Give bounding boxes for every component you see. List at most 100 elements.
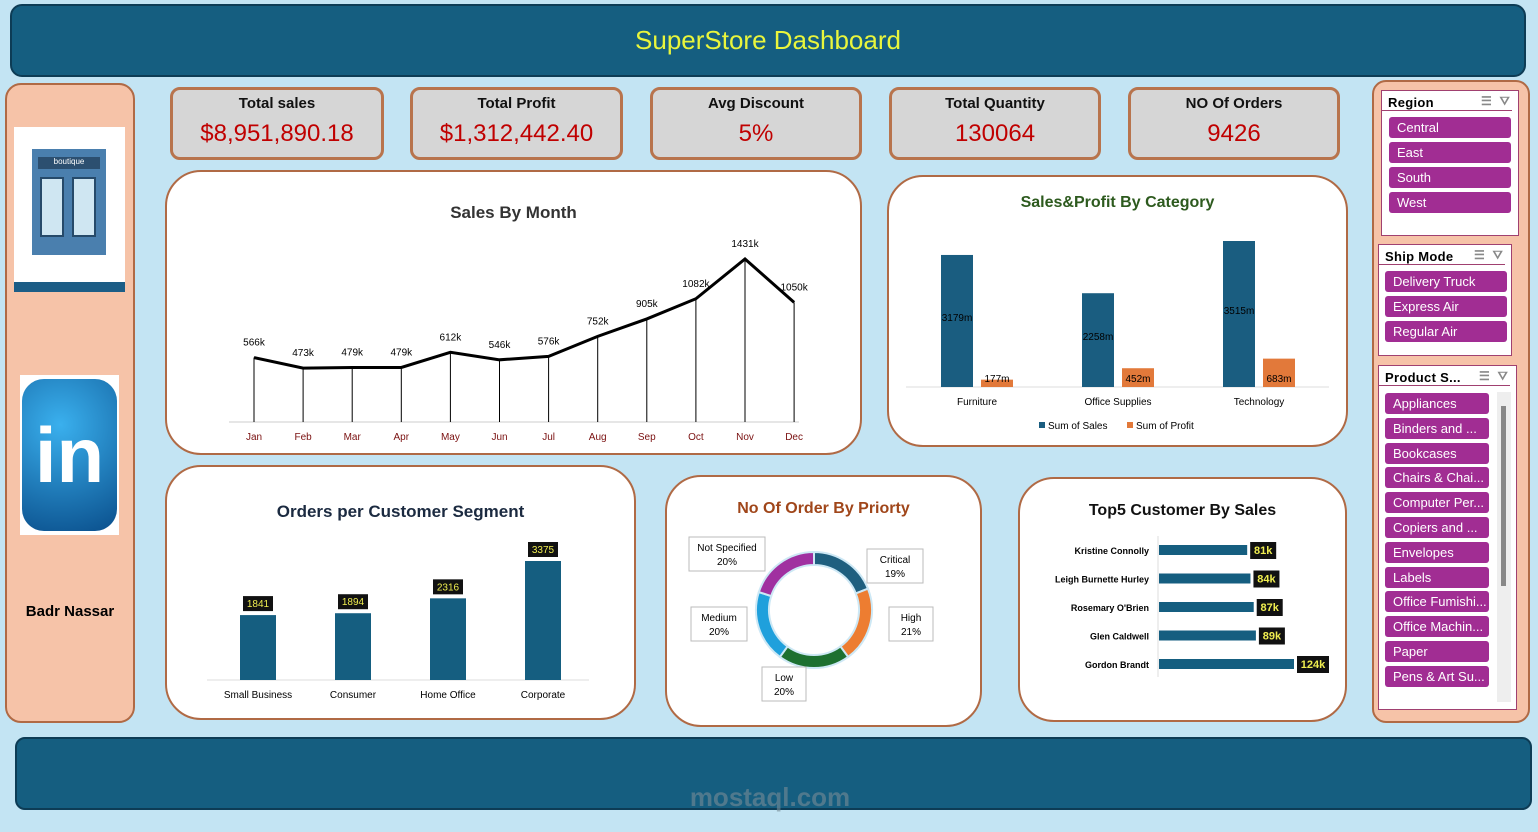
label-box — [1258, 627, 1285, 645]
kpi-card: Total Profit $1,312,442.40 — [410, 87, 623, 160]
linkedin-logo[interactable]: in — [20, 375, 119, 535]
bar-sales — [1223, 241, 1255, 387]
slicer-item[interactable]: Chairs & Chai... — [1385, 467, 1489, 489]
data-label: 566k — [243, 338, 266, 349]
segment-bar — [525, 561, 561, 680]
multi-select-icon[interactable]: ☰ — [1480, 94, 1492, 108]
slicer-item[interactable]: Pens & Art Su... — [1385, 665, 1489, 687]
kpi-label: NO Of Orders — [1185, 95, 1283, 112]
label-box — [888, 606, 934, 642]
kpi-label: Total Profit — [477, 95, 556, 112]
kpi-label: Avg Discount — [707, 95, 805, 112]
data-label: 87k — [1261, 602, 1280, 614]
legend-label: Sum of Profit — [1136, 421, 1194, 432]
data-label: 905k — [636, 299, 659, 310]
x-tick-label: Jun — [491, 432, 507, 443]
kpi-card: NO Of Orders 9426 — [1128, 87, 1340, 160]
bar-sales — [1082, 293, 1114, 387]
chart-title: Sales By Month — [450, 203, 577, 222]
multi-select-icon[interactable]: ☰ — [1478, 369, 1490, 383]
slice-label: Critical — [880, 555, 911, 566]
x-tick-label: Mar — [344, 432, 362, 443]
x-tick-label: Oct — [688, 432, 704, 443]
data-label: 1431k — [731, 239, 759, 250]
scrollbar-thumb[interactable] — [1501, 406, 1506, 586]
data-label: 81k — [1254, 545, 1273, 557]
slicer-item[interactable]: Labels — [1385, 566, 1489, 588]
slicer-region: Region ☰ ⛛ Central East South West — [1381, 90, 1519, 236]
profile-panel: boutique in Badr Nassar — [5, 83, 135, 723]
top5-card: Top5 Customer By Sales Kristine Connolly… — [1018, 477, 1347, 722]
slicer-item[interactable]: Office Fumishi... — [1385, 591, 1489, 613]
customer-bar — [1159, 630, 1256, 641]
slicer-item[interactable]: Binders and ... — [1385, 417, 1489, 439]
customer-bar — [1159, 573, 1251, 584]
bar-profit — [1122, 368, 1154, 387]
data-label: 1841 — [247, 599, 270, 610]
priority-card: No Of Order By Priorty Critical 19% High 21… — [665, 475, 982, 727]
data-label: 89k — [1263, 631, 1282, 643]
chart-title: No Of Order By Priorty — [737, 500, 910, 517]
slicer-item[interactable]: Office Machin... — [1385, 616, 1489, 638]
scrollbar[interactable] — [1497, 392, 1511, 702]
slicer-item[interactable]: Central — [1389, 117, 1511, 138]
slicer-item[interactable]: Appliances — [1385, 393, 1489, 414]
slicer-item[interactable]: Express Air — [1385, 296, 1507, 317]
data-label: 1894 — [342, 597, 365, 608]
slicer-item[interactable]: West — [1389, 192, 1511, 213]
clear-filter-icon[interactable]: ⛛ — [1492, 248, 1503, 262]
slicer-item[interactable]: East — [1389, 142, 1511, 163]
x-tick-label: Office Supplies — [1084, 397, 1151, 408]
slicer-product-s: Product S... ☰ ⛛ Appliances Binders and ... B… — [1378, 365, 1517, 710]
data-label: 124k — [1301, 659, 1326, 671]
kpi-card: Total sales $8,951,890.18 — [170, 87, 384, 160]
slicer-item[interactable]: Envelopes — [1385, 541, 1489, 563]
kpi-value: 5% — [738, 120, 774, 147]
category-card: Sales&Profit By Category 3179m 177m Furnit… — [887, 175, 1348, 447]
clear-filter-icon[interactable]: ⛛ — [1497, 369, 1508, 383]
slicer-item[interactable]: South — [1389, 167, 1511, 188]
multi-select-icon[interactable]: ☰ — [1473, 248, 1485, 262]
dashboard-title: SuperStore Dashboard — [635, 25, 901, 55]
data-label: 1050k — [780, 282, 808, 293]
data-label: 2258m — [1083, 332, 1114, 343]
slicer-item[interactable]: Delivery Truck — [1385, 271, 1507, 292]
customer-name: Rosemary O'Brien — [1071, 603, 1149, 613]
donut-slice — [755, 590, 789, 659]
category-chart: 3179m 177m Furniture 2258m 452m Office Suppli… — [906, 241, 1329, 432]
slicer-item[interactable]: Bookcases — [1385, 442, 1489, 464]
slice-percent: 21% — [901, 627, 921, 638]
kpi-card: Avg Discount 5% — [650, 87, 862, 160]
data-label: 479k — [390, 347, 413, 358]
kpi-label: Total sales — [238, 95, 316, 112]
customer-name: Leigh Burnette Hurley — [1055, 575, 1149, 585]
chart-title: Orders per Customer Segment — [276, 502, 525, 521]
donut-slice — [839, 587, 873, 659]
slice-percent: 19% — [885, 569, 905, 580]
label-box — [761, 666, 807, 702]
customer-name: Gordon Brandt — [1085, 660, 1149, 670]
slicer-item[interactable]: Copiers and ... — [1385, 517, 1489, 538]
sales-by-month-card: Sales By Month 566k Jan 473k Feb 479k Mar 479k… — [165, 170, 862, 455]
legend-swatch — [1039, 422, 1045, 428]
x-tick-label: Feb — [294, 432, 312, 443]
customer-bar — [1159, 659, 1294, 669]
slicer-item[interactable]: Paper — [1385, 641, 1489, 662]
legend-swatch — [1127, 422, 1133, 428]
slicer-item[interactable]: Computer Per... — [1385, 492, 1489, 514]
data-label: 177m — [984, 374, 1009, 385]
x-tick-label: Technology — [1234, 397, 1285, 408]
segment-chart: 1841 Small Business 1894 Consumer 2316 Home O… — [207, 542, 589, 701]
label-box — [1253, 570, 1280, 588]
data-label: 576k — [538, 336, 561, 347]
kpi-value: $1,312,442.40 — [439, 120, 594, 147]
x-tick-label: Consumer — [330, 690, 377, 701]
sales-by-month-chart: 566k Jan 473k Feb 479k Mar 479k Apr 612k May 546k J… — [229, 239, 809, 443]
clear-filter-icon[interactable]: ⛛ — [1499, 94, 1510, 108]
slicer-title: Region — [1388, 95, 1434, 110]
slicer-item[interactable]: Regular Air — [1385, 321, 1507, 342]
label-box — [1256, 599, 1283, 616]
slicer-panel: Region ☰ ⛛ Central East South West Ship Mode ☰ ⛛ D… — [1372, 80, 1530, 723]
label-box — [433, 579, 463, 595]
top5-customers-chart: Kristine Connolly 81k Leigh Burnette Hurle… — [1055, 536, 1329, 677]
